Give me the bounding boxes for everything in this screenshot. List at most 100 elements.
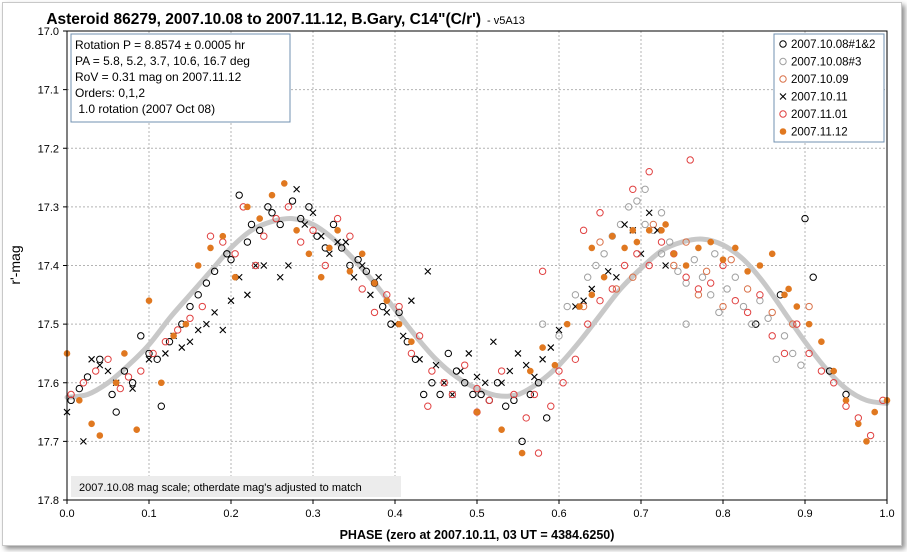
- data-point: [223, 250, 231, 258]
- data-point: [465, 350, 473, 357]
- fit-curve-layer: [64, 216, 890, 406]
- data-point: [313, 232, 321, 240]
- data-point: [809, 273, 817, 281]
- data-point: [411, 355, 420, 363]
- data-point: [830, 379, 838, 387]
- data-point: [608, 232, 616, 240]
- data-point: [780, 332, 789, 340]
- light-curve-chart: Asteroid 86279, 2007.10.08 to 2007.11.12…: [7, 11, 895, 542]
- data-point: [571, 291, 580, 299]
- data-point: [657, 250, 666, 258]
- data-point: [194, 291, 202, 299]
- data-point: [227, 255, 235, 264]
- y-tick-label: 17.5: [38, 319, 59, 331]
- data-point: [444, 349, 452, 358]
- data-point: [666, 238, 674, 246]
- data-point: [756, 296, 764, 305]
- data-point: [334, 227, 341, 234]
- data-point: [76, 397, 83, 404]
- data-point: [186, 302, 194, 311]
- data-point: [818, 338, 825, 346]
- data-point: [702, 267, 711, 276]
- data-point: [498, 379, 505, 387]
- data-point: [448, 390, 457, 399]
- legend-marker: [779, 57, 787, 66]
- data-point: [633, 250, 641, 258]
- y-tick-label: 17.6: [38, 378, 59, 390]
- x-tick-label: 0.3: [305, 508, 320, 520]
- data-point: [293, 227, 300, 234]
- data-point: [285, 262, 292, 269]
- data-point: [731, 273, 739, 281]
- data-point: [326, 244, 333, 252]
- data-point: [457, 367, 464, 375]
- data-point: [243, 238, 252, 246]
- data-point: [584, 320, 592, 328]
- data-point: [690, 255, 698, 264]
- data-point: [346, 268, 354, 275]
- data-point: [149, 349, 157, 358]
- y-tick-label: 17.1: [38, 85, 59, 97]
- data-point: [420, 390, 428, 399]
- legend-label: 2007.11.12: [791, 127, 848, 139]
- data-point: [370, 308, 379, 317]
- data-point: [288, 197, 297, 205]
- data-point: [707, 238, 715, 246]
- x-tick-label: 0.9: [797, 508, 812, 520]
- data-point: [79, 379, 88, 387]
- data-point: [477, 390, 485, 399]
- data-point: [596, 238, 604, 246]
- info-line: RoV = 0.31 mag on 2007.11.12: [75, 70, 242, 84]
- data-point: [297, 238, 305, 246]
- data-point: [863, 438, 870, 445]
- data-point: [461, 379, 469, 387]
- data-point: [600, 273, 608, 281]
- data-point: [231, 250, 239, 258]
- data-point: [768, 332, 776, 340]
- data-point: [551, 361, 559, 369]
- y-tick-label: 17.2: [38, 143, 59, 155]
- legend-marker: [779, 128, 787, 135]
- data-point: [612, 285, 621, 293]
- data-point: [137, 332, 145, 340]
- data-point: [272, 214, 280, 223]
- data-point: [157, 402, 166, 410]
- data-point: [497, 367, 506, 375]
- data-point: [395, 320, 403, 328]
- data-point: [772, 355, 780, 363]
- data-point: [161, 338, 170, 346]
- data-point: [768, 308, 776, 317]
- data-point: [174, 326, 182, 334]
- data-point: [408, 338, 415, 346]
- data-point: [817, 367, 826, 375]
- legend-marker: [779, 110, 787, 118]
- data-point: [145, 355, 153, 363]
- data-point: [698, 273, 707, 281]
- fit-curve-line: [64, 216, 890, 406]
- data-point: [871, 408, 879, 416]
- data-point: [727, 255, 735, 264]
- data-point: [555, 367, 563, 375]
- data-point: [764, 314, 772, 322]
- y-axis-title: r'-mag: [7, 245, 23, 284]
- chart-title: Asteroid 86279, 2007.10.08 to 2007.11.12…: [46, 11, 481, 28]
- data-point: [293, 185, 300, 193]
- data-point: [251, 261, 260, 270]
- data-point: [203, 320, 210, 328]
- data-point: [211, 309, 218, 316]
- data-point: [276, 220, 284, 229]
- data-point: [206, 232, 215, 240]
- y-tick-label: 17.7: [38, 436, 59, 448]
- data-point: [600, 250, 608, 258]
- data-point: [645, 261, 653, 270]
- data-point: [748, 320, 756, 328]
- chart-version-label: - v5A13: [487, 15, 525, 27]
- data-point: [317, 232, 325, 240]
- data-point: [202, 279, 211, 287]
- data-point: [641, 185, 649, 193]
- data-point: [756, 262, 764, 269]
- data-point: [571, 355, 580, 363]
- data-point: [367, 291, 374, 299]
- data-point: [490, 338, 497, 346]
- data-point: [793, 320, 801, 328]
